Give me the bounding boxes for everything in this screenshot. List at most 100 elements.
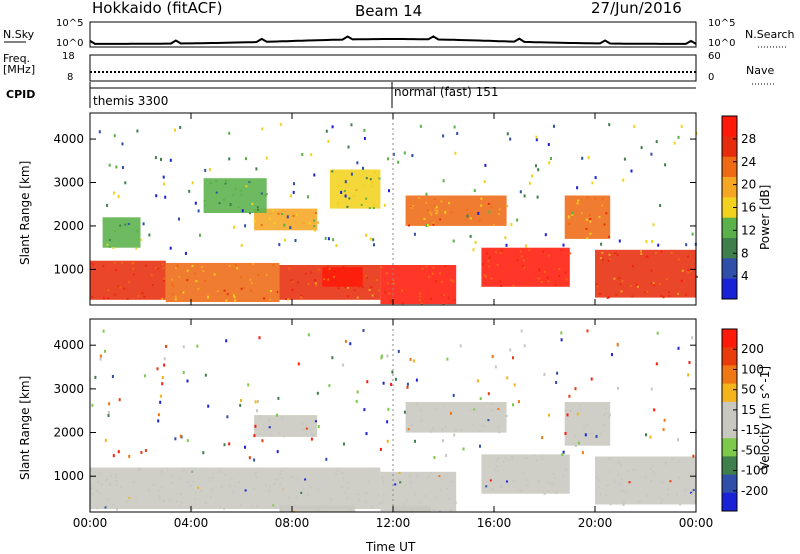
scatter-cell xyxy=(474,240,477,244)
scatter-cell xyxy=(238,481,241,484)
scatter-cell xyxy=(401,289,404,292)
scatter-cell xyxy=(506,376,509,380)
scatter-cell xyxy=(590,432,593,435)
scatter-cell xyxy=(186,439,189,443)
scatter-cell xyxy=(599,493,602,496)
scatter-cell xyxy=(480,424,483,427)
scatter-cell xyxy=(594,176,597,180)
scatter-cell xyxy=(440,200,443,203)
scatter-cell xyxy=(365,492,368,495)
scatter-cell xyxy=(244,445,246,449)
scatter-cell xyxy=(362,166,364,170)
scatter-cell xyxy=(595,476,598,479)
scatter-cell xyxy=(191,265,194,268)
scatter-cell xyxy=(490,409,493,412)
scatter-cell xyxy=(161,472,164,475)
scatter-cell xyxy=(335,244,338,248)
scatter-cell xyxy=(310,432,313,435)
scatter-cell xyxy=(166,468,169,471)
colorbar-segment xyxy=(722,401,737,421)
scatter-cell xyxy=(386,420,389,424)
scatter-cell xyxy=(687,269,690,271)
scatter-cell xyxy=(347,481,350,484)
scatter-cell xyxy=(237,206,240,209)
scatter-cell xyxy=(281,487,284,490)
scatter-cell xyxy=(295,478,298,481)
scatter-cell xyxy=(664,163,667,167)
scatter-cell xyxy=(92,263,95,266)
scatter-cell xyxy=(655,362,658,366)
scatter-cell xyxy=(551,482,554,485)
scatter-cell xyxy=(159,394,162,398)
velocity-ylabel: Slant Range [km] xyxy=(18,375,32,480)
scatter-cell xyxy=(419,124,422,128)
scatter-cell xyxy=(258,336,261,340)
scatter-cell xyxy=(291,288,294,291)
scatter-cell xyxy=(479,397,482,401)
scatter-cell xyxy=(324,236,327,240)
scatter-cell xyxy=(409,475,412,478)
scatter-cell xyxy=(560,331,563,335)
scatter-cell xyxy=(439,272,442,275)
x-tick-label: 08:00 xyxy=(275,516,310,530)
scatter-cell xyxy=(98,130,101,134)
scatter-cell xyxy=(567,222,570,225)
scatter-cell xyxy=(599,432,602,435)
scatter-cell xyxy=(121,142,124,146)
scatter-cell xyxy=(434,206,437,209)
colorbar-tick-label: 20 xyxy=(741,178,756,192)
scatter-cell xyxy=(314,282,317,285)
scatter-cell xyxy=(442,134,445,138)
scatter-cell xyxy=(576,186,579,190)
scatter-cell xyxy=(112,454,115,458)
scatter-cell xyxy=(254,424,257,428)
scatter-cell xyxy=(197,209,200,213)
scatter-cell xyxy=(684,489,687,492)
scatter-cell xyxy=(152,483,155,486)
scatter-cell xyxy=(484,163,487,167)
scatter-cell xyxy=(117,285,120,288)
scatter-cell xyxy=(441,428,443,431)
scatter-cell xyxy=(398,472,401,474)
scatter-cell xyxy=(172,285,175,288)
scatter-cell xyxy=(287,298,289,301)
scatter-cell xyxy=(531,174,533,178)
scatter-cell xyxy=(485,275,488,278)
scatter-cell xyxy=(496,465,499,468)
scatter-cell xyxy=(429,472,432,475)
x-tick-label: 12:00 xyxy=(376,516,411,530)
scatter-cell xyxy=(98,492,101,495)
scatter-cell xyxy=(367,480,370,483)
scatter-cell xyxy=(182,371,185,374)
scatter-cell xyxy=(415,378,418,382)
scatter-cell xyxy=(186,269,189,272)
scatter-cell xyxy=(442,404,445,407)
colorbar-tick-label: 16 xyxy=(741,201,756,215)
scatter-cell xyxy=(438,509,441,512)
scatter-cell xyxy=(640,250,642,253)
colorbar-segment xyxy=(722,383,737,403)
scatter-cell xyxy=(293,182,295,186)
scatter-cell xyxy=(115,165,118,169)
scatter-cell xyxy=(240,244,243,247)
scatter-cell xyxy=(576,202,579,205)
scatter-cell xyxy=(100,483,103,486)
scatter-cell xyxy=(180,493,182,495)
scatter-cell xyxy=(535,164,537,168)
scatter-cell xyxy=(301,153,304,156)
scatter-cell xyxy=(444,426,447,429)
scatter-cell xyxy=(662,428,665,432)
scatter-cell xyxy=(394,377,397,381)
scatter-cell xyxy=(436,209,439,212)
scatter-cell xyxy=(632,468,635,471)
scatter-cell xyxy=(356,161,359,165)
scatter-cell xyxy=(233,225,236,229)
scatter-cell xyxy=(232,194,235,197)
scatter-cell xyxy=(245,157,247,161)
nsky-tick-bottom: 10^0 xyxy=(56,38,84,49)
scatter-cell xyxy=(619,482,622,485)
scatter-cell xyxy=(372,207,375,210)
scatter-cell xyxy=(538,268,541,271)
scatter-cell xyxy=(628,481,631,484)
